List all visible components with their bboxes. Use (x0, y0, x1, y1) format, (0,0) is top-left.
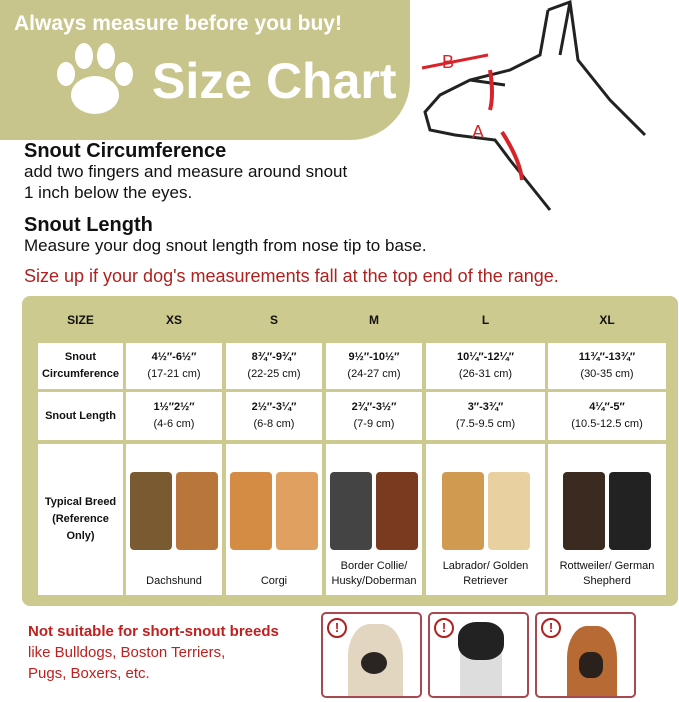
exclamation-circle-icon: ! (434, 618, 454, 638)
snout-length-heading: Snout Length (24, 214, 153, 236)
inch-range: 10¼″-12¼″ (456, 351, 515, 363)
exclamation-circle-icon: ! (327, 618, 347, 638)
not-suitable-heading: Not suitable for short-snout breeds (28, 623, 279, 640)
header-m: M (369, 313, 379, 327)
snout-length-text: Measure your dog snout length from nose … (24, 236, 427, 255)
header-xs: XS (165, 313, 182, 327)
banner: Always measure before you buy! Size Char… (0, 0, 410, 140)
breed-name: Corgi (260, 575, 288, 587)
not-suitable-line1: like Bulldogs, Boston Terriers, (28, 644, 226, 661)
circumference-cell: 9½″-10½″ (24-27 cm) (326, 343, 422, 389)
not-suitable-note: Not suitable for short-snout breeds like… (28, 621, 279, 684)
breed-cell: Border Collie/ Husky/Doberman (326, 444, 422, 595)
length-cell: 2½″-3¼″ (6-8 cm) (226, 392, 322, 440)
row-label-circumference: Snout Circumference (38, 343, 123, 389)
breed-photo (276, 472, 318, 550)
cm-range: (24-27 cm) (347, 368, 401, 380)
breed-cell: Rottweiler/ German Shepherd (548, 444, 666, 595)
label-a: A (472, 122, 484, 142)
breed-photo (230, 472, 272, 550)
pug-photo: ! (321, 612, 422, 698)
cm-range: (4-6 cm) (153, 418, 195, 430)
snout-circumference-text: add two fingers and measure around snout (24, 162, 348, 181)
inch-range: 1½″2½″ (153, 401, 195, 413)
inch-range: 4½″-6½″ (151, 351, 197, 363)
cm-range: (10.5-12.5 cm) (571, 418, 643, 430)
inch-range: 2¾″-3½″ (351, 401, 397, 413)
snout-circumference-heading: Snout Circumference (24, 140, 227, 162)
header-xl: XL (599, 313, 615, 327)
breed-name: Dachshund (146, 575, 202, 587)
length-cell: 4¼″-5″ (10.5-12.5 cm) (548, 392, 666, 440)
page-title: Size Chart (152, 53, 397, 109)
row-label-length: Snout Length (38, 392, 123, 440)
cm-range: (6-8 cm) (253, 418, 295, 430)
breed-photo (609, 472, 651, 550)
row-label-breed: Typical Breed (Reference Only) (38, 444, 123, 595)
inch-range: 4¼″-5″ (589, 401, 625, 413)
boxer-photo: ! (535, 612, 636, 698)
cm-range: (22-25 cm) (247, 368, 301, 380)
length-cell: 2¾″-3½″ (7-9 cm) (326, 392, 422, 440)
length-cell: 1½″2½″ (4-6 cm) (126, 392, 222, 440)
header-size: SIZE (67, 313, 94, 327)
length-cell: 3″-3¾″ (7.5-9.5 cm) (426, 392, 545, 440)
exclamation-circle-icon: ! (541, 618, 561, 638)
dog-head-diagram: B A (421, 0, 647, 211)
breed-cell: Corgi (226, 444, 322, 595)
cm-range: (7-9 cm) (353, 418, 395, 430)
breed-photo (330, 472, 372, 550)
breed-name: Labrador/ Golden Retriever (442, 560, 529, 587)
breed-photo (176, 472, 218, 550)
inch-range: 8¾″-9¾″ (251, 351, 297, 363)
inch-range: 3″-3¾″ (467, 401, 504, 413)
cm-range: (17-21 cm) (147, 368, 201, 380)
cm-range: (30-35 cm) (580, 368, 634, 380)
size-up-note: Size up if your dog's measurements fall … (24, 266, 559, 286)
breed-photo (130, 472, 172, 550)
cm-range: (7.5-9.5 cm) (455, 418, 516, 430)
breed-name: Rottweiler/ German Shepherd (559, 560, 655, 587)
boston-terrier-photo: ! (428, 612, 529, 698)
circumference-cell: 11¾″-13¾″ (30-35 cm) (548, 343, 666, 389)
breed-name: Border Collie/ Husky/Doberman (331, 560, 417, 587)
not-suitable-line2: Pugs, Boxers, etc. (28, 665, 150, 682)
paw-icon (57, 43, 133, 114)
breed-photo (376, 472, 418, 550)
tagline: Always measure before you buy! (14, 12, 342, 35)
header-s: S (269, 313, 278, 327)
breed-photo (563, 472, 605, 550)
breed-photo (487, 472, 530, 550)
header-l: L (481, 313, 490, 327)
breed-cell: Labrador/ Golden Retriever (426, 444, 545, 595)
cm-range: (26-31 cm) (458, 368, 513, 380)
snout-circumference-text-2: 1 inch below the eyes. (24, 183, 193, 202)
circumference-cell: 4½″-6½″ (17-21 cm) (126, 343, 222, 389)
inch-range: 11¾″-13¾″ (578, 351, 636, 363)
circumference-cell: 8¾″-9¾″ (22-25 cm) (226, 343, 322, 389)
breed-photo (441, 472, 484, 550)
circumference-cell: 10¼″-12¼″ (26-31 cm) (426, 343, 545, 389)
label-b: B (442, 52, 454, 72)
inch-range: 9½″-10½″ (348, 351, 400, 363)
inch-range: 2½″-3¼″ (251, 401, 297, 413)
breed-cell: Dachshund (126, 444, 222, 595)
